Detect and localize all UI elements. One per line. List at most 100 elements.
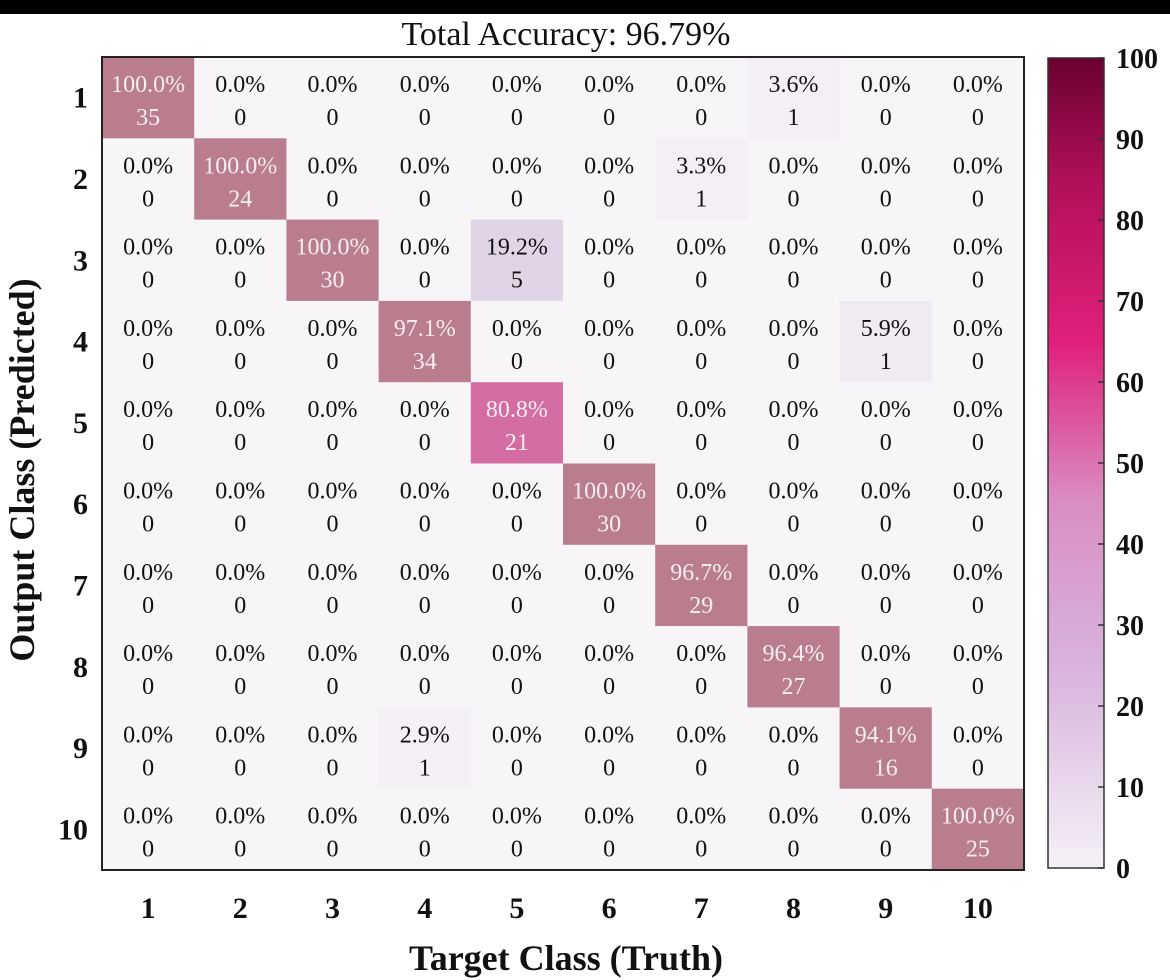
cell-10-7 <box>655 788 748 871</box>
cell-count-4-2: 0 <box>234 349 246 375</box>
cell-percent-3-9: 0.0% <box>861 235 911 261</box>
cell-7-8 <box>747 544 841 627</box>
x-tick-2: 2 <box>233 892 248 925</box>
cell-count-2-8: 0 <box>788 186 800 212</box>
cell-count-8-10: 0 <box>972 674 984 700</box>
cell-10-4 <box>378 788 472 871</box>
cell-percent-6-1: 0.0% <box>123 479 173 505</box>
cell-9-6 <box>563 707 656 790</box>
cell-10-9 <box>839 788 933 871</box>
cell-percent-1-8: 3.6% <box>769 72 819 98</box>
cell-1-5 <box>470 57 564 139</box>
cell-percent-5-4: 0.0% <box>400 397 450 423</box>
x-tick-5: 5 <box>509 892 524 925</box>
y-tick-labels: 1 2 3 4 5 6 7 8 9 10 <box>58 82 88 847</box>
cell-9-4 <box>378 707 472 790</box>
cell-count-3-2: 0 <box>234 268 246 294</box>
cell-3-3 <box>286 219 380 302</box>
cell-2-1 <box>102 138 195 221</box>
cell-9-8 <box>747 707 841 790</box>
cell-count-8-5: 0 <box>511 674 523 700</box>
cell-percent-1-9: 0.0% <box>861 72 911 98</box>
cell-2-9 <box>839 138 933 221</box>
colorbar-tick-90: 90 <box>1116 125 1144 156</box>
y-axis-label: Output Class (Predicted) <box>2 278 42 661</box>
cell-percent-4-10: 0.0% <box>953 316 1003 342</box>
cell-10-2 <box>194 788 287 871</box>
cell-percent-4-2: 0.0% <box>215 316 265 342</box>
cell-8-8 <box>747 626 841 708</box>
cell-percent-3-3: 100.0% <box>296 235 370 261</box>
cell-percent-9-8: 0.0% <box>769 722 819 748</box>
cell-percent-4-8: 0.0% <box>769 316 819 342</box>
cell-percent-6-7: 0.0% <box>676 479 726 505</box>
cell-percent-9-6: 0.0% <box>584 722 634 748</box>
plot-frame <box>101 56 1025 871</box>
cell-4-3 <box>286 300 380 383</box>
colorbar-tick-10: 10 <box>1116 773 1144 804</box>
cell-percent-5-10: 0.0% <box>953 397 1003 423</box>
cell-count-7-4: 0 <box>419 593 431 619</box>
cell-count-9-9: 16 <box>874 755 898 781</box>
cell-count-7-8: 0 <box>788 593 800 619</box>
cell-count-3-3: 30 <box>321 268 345 294</box>
cell-percent-8-6: 0.0% <box>584 641 634 667</box>
cell-9-5 <box>470 707 564 790</box>
cell-4-5 <box>470 300 564 383</box>
cell-percent-5-2: 0.0% <box>215 397 265 423</box>
y-tick-3: 3 <box>73 244 88 277</box>
cell-2-5 <box>470 138 564 221</box>
cell-4-2 <box>194 300 287 383</box>
cell-count-10-4: 0 <box>419 837 431 863</box>
x-tick-6: 6 <box>602 892 617 925</box>
cell-count-9-6: 0 <box>603 755 615 781</box>
cell-count-1-7: 0 <box>695 105 707 131</box>
cell-8-3 <box>286 626 380 708</box>
cell-6-8 <box>747 463 841 546</box>
cell-percent-8-5: 0.0% <box>492 641 542 667</box>
cell-6-7 <box>655 463 748 546</box>
cell-8-4 <box>378 626 472 708</box>
cell-3-10 <box>931 219 1025 302</box>
cell-count-1-9: 0 <box>880 105 892 131</box>
cell-percent-8-7: 0.0% <box>676 641 726 667</box>
cell-percent-4-7: 0.0% <box>676 316 726 342</box>
cell-count-10-2: 0 <box>234 837 246 863</box>
cell-count-10-6: 0 <box>603 837 615 863</box>
colorbar-tick-50: 50 <box>1116 449 1144 480</box>
cell-percent-10-2: 0.0% <box>215 804 265 830</box>
cell-1-4 <box>378 57 472 139</box>
cell-percent-3-8: 0.0% <box>769 235 819 261</box>
cell-count-8-4: 0 <box>419 674 431 700</box>
cell-percent-10-10: 100.0% <box>941 804 1015 830</box>
cell-count-10-9: 0 <box>880 837 892 863</box>
colorbar-tick-80: 80 <box>1116 206 1144 237</box>
cell-percent-2-9: 0.0% <box>861 153 911 179</box>
y-tick-1: 1 <box>73 82 88 115</box>
cell-10-5 <box>470 788 564 871</box>
cell-count-7-9: 0 <box>880 593 892 619</box>
cell-count-8-1: 0 <box>142 674 154 700</box>
cell-count-3-6: 0 <box>603 268 615 294</box>
cell-count-2-1: 0 <box>142 186 154 212</box>
cell-count-5-10: 0 <box>972 430 984 456</box>
cell-percent-7-3: 0.0% <box>308 560 358 586</box>
cell-8-5 <box>470 626 564 708</box>
cell-percent-10-8: 0.0% <box>769 804 819 830</box>
cell-2-7 <box>655 138 748 221</box>
cell-count-5-9: 0 <box>880 430 892 456</box>
cell-percent-8-2: 0.0% <box>215 641 265 667</box>
cell-8-7 <box>655 626 748 708</box>
cell-count-8-3: 0 <box>327 674 339 700</box>
cell-percent-1-6: 0.0% <box>584 72 634 98</box>
cell-5-1 <box>102 382 195 464</box>
cell-4-9 <box>839 300 933 383</box>
cell-1-10 <box>931 57 1025 139</box>
y-tick-2: 2 <box>73 163 88 196</box>
cell-7-10 <box>931 544 1025 627</box>
cell-count-7-6: 0 <box>603 593 615 619</box>
cell-2-3 <box>286 138 380 221</box>
cell-count-7-3: 0 <box>327 593 339 619</box>
cell-percent-7-9: 0.0% <box>861 560 911 586</box>
